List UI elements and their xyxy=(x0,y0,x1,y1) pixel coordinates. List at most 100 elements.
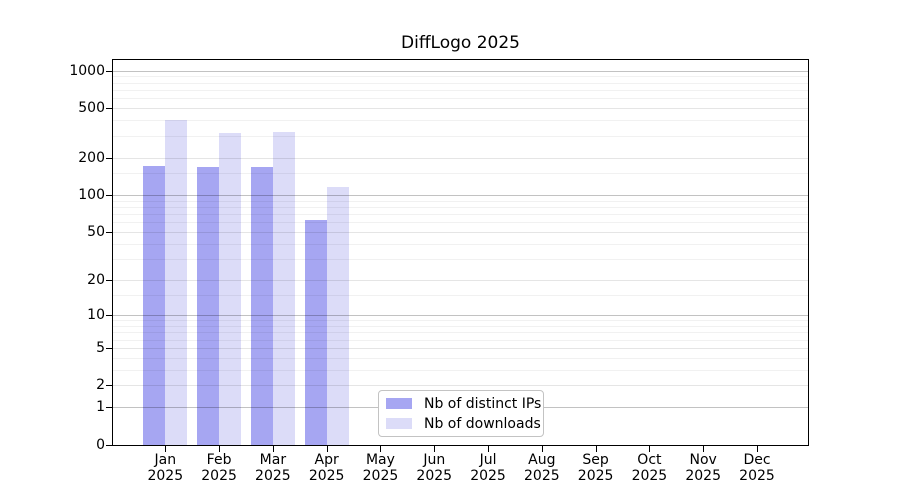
gridline-500 xyxy=(113,108,808,110)
x-tick-mark xyxy=(272,446,274,452)
x-tick-label-apr: Apr 2025 xyxy=(295,452,359,484)
month-name: Dec xyxy=(743,452,771,468)
y-tick-label-0: 0 xyxy=(96,437,105,453)
x-tick-mark xyxy=(488,446,490,452)
gridline-minor xyxy=(113,90,808,92)
month-name: May xyxy=(365,452,395,468)
y-tick-mark xyxy=(106,407,112,409)
month-name: Oct xyxy=(637,452,662,468)
y-tick-label-50: 50 xyxy=(87,224,105,241)
legend: Nb of distinct IPs Nb of downloads xyxy=(378,390,544,437)
plot-area xyxy=(112,59,809,446)
month-year: 2025 xyxy=(308,468,345,484)
gridline-minor xyxy=(113,76,808,78)
y-tick-label-1: 1 xyxy=(96,399,105,416)
month-year: 2025 xyxy=(201,468,237,484)
month-year: 2025 xyxy=(416,468,453,484)
bar-distinct-ips-feb xyxy=(197,167,220,445)
gridline-minor xyxy=(113,98,808,100)
y-tick-label-2: 2 xyxy=(96,377,105,394)
gridline-minor xyxy=(113,325,808,327)
month-name: Jan xyxy=(154,452,177,468)
bar-distinct-ips-jan xyxy=(143,165,166,445)
x-tick-label-aug: Aug 2025 xyxy=(510,452,574,484)
legend-label-distinct-ips: Nb of distinct IPs xyxy=(424,395,542,412)
month-year: 2025 xyxy=(577,468,614,484)
x-tick-label-dec: Dec 2025 xyxy=(725,452,789,484)
y-tick-mark xyxy=(106,157,112,159)
month-name: Aug xyxy=(528,452,556,468)
gridline-5 xyxy=(113,347,808,349)
month-year: 2025 xyxy=(739,468,775,484)
legend-item-downloads: Nb of downloads xyxy=(386,416,543,432)
gridline-10 xyxy=(113,315,808,317)
bar-downloads-apr xyxy=(326,186,349,445)
gridline-minor xyxy=(113,82,808,84)
x-tick-mark xyxy=(756,446,758,452)
y-tick-label-1000: 1000 xyxy=(69,62,105,79)
gridline-minor xyxy=(113,214,808,216)
month-name: Feb xyxy=(206,452,232,468)
x-tick-mark xyxy=(380,446,382,452)
gridline-minor xyxy=(113,294,808,296)
month-year: 2025 xyxy=(685,468,721,484)
y-tick-mark xyxy=(106,315,112,317)
y-tick-label-5: 5 xyxy=(96,339,105,356)
y-tick-label-100: 100 xyxy=(78,187,105,203)
legend-swatch-downloads xyxy=(386,418,412,429)
y-tick-mark xyxy=(106,70,112,72)
x-tick-label-feb: Feb 2025 xyxy=(187,452,251,484)
x-tick-mark xyxy=(326,446,328,452)
gridline-50 xyxy=(113,232,808,234)
gridline-minor xyxy=(113,332,808,334)
bar-downloads-jan xyxy=(165,119,188,445)
y-tick-mark xyxy=(106,108,112,110)
gridlines-layer xyxy=(113,60,808,445)
gridline-minor xyxy=(113,120,808,122)
chart-title: DiffLogo 2025 xyxy=(401,33,520,53)
x-tick-label-nov: Nov 2025 xyxy=(671,452,735,484)
gridline-minor xyxy=(113,200,808,202)
month-year: 2025 xyxy=(255,468,291,484)
gridline-minor xyxy=(113,222,808,224)
x-tick-mark xyxy=(595,446,597,452)
x-tick-label-mar: Mar 2025 xyxy=(241,452,305,484)
y-tick-mark xyxy=(106,195,112,196)
x-tick-mark xyxy=(219,446,221,452)
y-tick-label-500: 500 xyxy=(78,100,105,117)
gridline-1000 xyxy=(113,70,808,72)
gridline-minor xyxy=(113,135,808,137)
gridline-minor xyxy=(113,206,808,208)
y-tick-mark xyxy=(106,280,112,282)
x-tick-mark xyxy=(434,446,436,452)
y-tick-mark xyxy=(106,445,112,446)
x-tick-mark xyxy=(649,446,651,452)
x-tick-mark xyxy=(165,446,167,452)
y-tick-mark xyxy=(106,347,112,349)
month-name: Apr xyxy=(314,452,339,468)
x-tick-label-jan: Jan 2025 xyxy=(133,452,197,484)
month-name: Nov xyxy=(689,452,717,468)
y-tick-mark xyxy=(106,232,112,234)
gridline-minor xyxy=(113,258,808,260)
gridline-minor xyxy=(113,339,808,341)
y-tick-label-20: 20 xyxy=(87,272,105,289)
legend-item-distinct-ips: Nb of distinct IPs xyxy=(386,396,543,412)
gridline-minor xyxy=(113,369,808,371)
gridline-2 xyxy=(113,385,808,387)
x-tick-label-may: May 2025 xyxy=(348,452,412,484)
month-year: 2025 xyxy=(362,468,399,484)
gridline-minor xyxy=(113,320,808,322)
x-tick-label-oct: Oct 2025 xyxy=(617,452,681,484)
month-year: 2025 xyxy=(524,468,560,484)
month-name: Mar xyxy=(259,452,287,468)
legend-swatch-distinct-ips xyxy=(386,398,412,409)
month-year: 2025 xyxy=(631,468,668,484)
x-tick-label-sep: Sep 2025 xyxy=(564,452,628,484)
legend-label-downloads: Nb of downloads xyxy=(424,415,541,432)
x-tick-label-jul: Jul 2025 xyxy=(456,452,520,484)
gridline-minor xyxy=(113,173,808,175)
y-tick-label-200: 200 xyxy=(78,149,105,166)
x-tick-mark xyxy=(703,446,705,452)
